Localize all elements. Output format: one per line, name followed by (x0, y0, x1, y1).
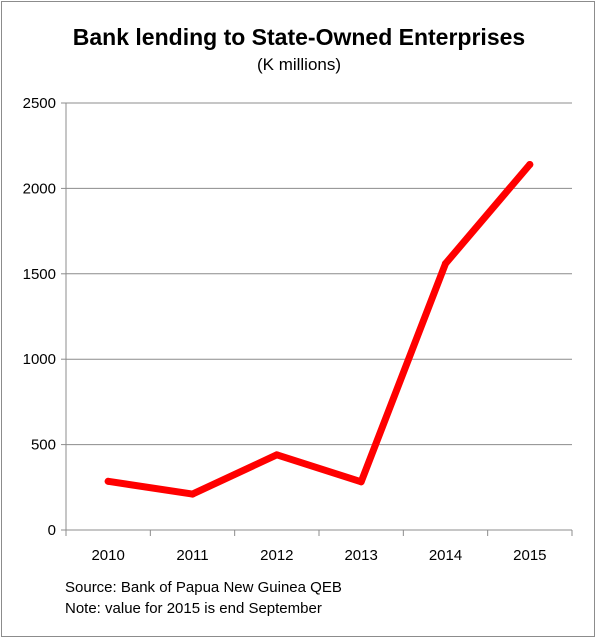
x-tick-label: 2014 (429, 547, 462, 564)
x-tick-label: 2015 (513, 547, 546, 564)
chart-subtitle: (K millions) (256, 55, 342, 74)
y-tick-label: 2500 (23, 95, 56, 112)
data-point (526, 160, 534, 168)
chart-title: Bank lending to State-Owned Enterprises (72, 24, 526, 50)
source-note: Source: Bank of Papua New Guinea QEB (65, 579, 342, 596)
y-axis-ticks: 0 500 1000 1500 2000 2500 (23, 95, 66, 539)
y-tick-label: 2000 (23, 180, 56, 197)
series-group (104, 160, 534, 498)
y-tick-label: 1000 (23, 351, 56, 368)
footnote: Note: value for 2015 is end September (65, 600, 322, 617)
x-tick-label: 2012 (260, 547, 293, 564)
chart-notes: Source: Bank of Papua New Guinea QEB Not… (65, 577, 342, 619)
gridlines (66, 102, 572, 446)
y-tick-label: 0 (48, 522, 56, 539)
x-tick-label: 2010 (91, 547, 124, 564)
x-tick-label: 2011 (176, 547, 208, 564)
data-point (442, 260, 449, 268)
y-tick-label: 500 (31, 437, 56, 454)
y-tick-label: 1500 (23, 266, 56, 283)
data-point (273, 451, 281, 459)
data-point (357, 478, 365, 486)
x-axis-ticks: 2010 2011 2012 2013 2014 2015 (65, 530, 573, 564)
data-point (189, 490, 196, 498)
x-tick-label: 2013 (344, 547, 377, 564)
data-point (104, 477, 112, 485)
series-line (104, 161, 534, 498)
